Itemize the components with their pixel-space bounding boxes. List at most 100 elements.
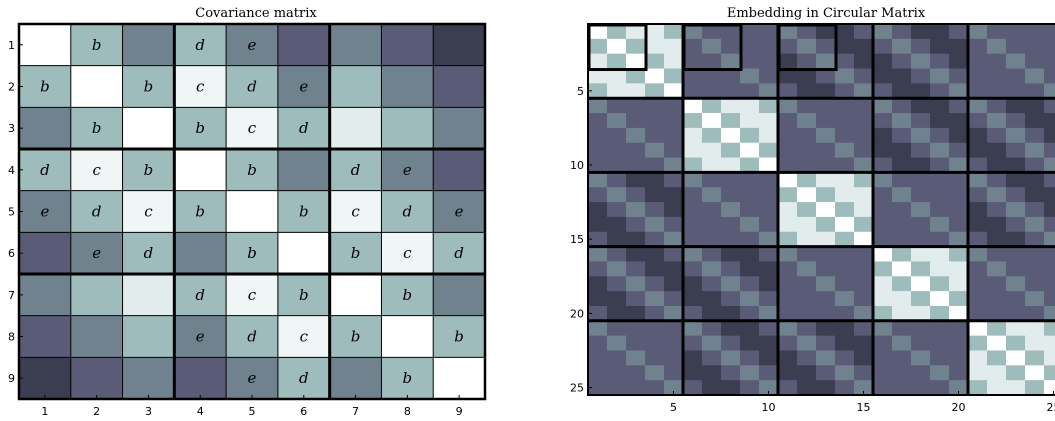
heatmap-cell [664, 246, 684, 262]
heatmap-cell [626, 231, 646, 248]
heatmap-cell [607, 127, 627, 144]
heatmap-cell [683, 291, 703, 307]
heatmap-cell [70, 24, 124, 67]
heatmap-cell [626, 350, 646, 366]
heatmap-cell [930, 172, 950, 188]
heatmap-cell [892, 335, 912, 351]
heatmap-cell [645, 202, 665, 218]
heatmap-cell [664, 231, 684, 248]
heatmap-cell [740, 157, 760, 173]
heatmap-cell [607, 68, 627, 84]
heatmap-cell [721, 98, 741, 114]
heatmap-cell [329, 190, 382, 233]
heatmap-cell [797, 38, 817, 55]
heatmap-cell [721, 320, 741, 337]
heatmap-cell [987, 68, 1007, 84]
heatmap-cell [626, 216, 646, 233]
heatmap-cell [911, 24, 931, 40]
heatmap-cell [664, 335, 684, 351]
heatmap-cell [816, 142, 836, 159]
heatmap-cell [987, 83, 1007, 99]
heatmap-cell [778, 38, 798, 55]
heatmap-cell [968, 24, 988, 40]
heatmap-cell [721, 216, 741, 233]
heatmap-cell [588, 157, 608, 173]
heatmap-cell [1025, 68, 1045, 84]
heatmap-cell [759, 261, 779, 277]
heatmap-cell [759, 157, 779, 173]
heatmap-cell [740, 231, 760, 248]
heatmap-cell [70, 232, 124, 275]
heatmap-cell [702, 320, 722, 337]
heatmap-cell [740, 335, 760, 351]
heatmap-cell [778, 127, 798, 144]
heatmap-cell [683, 157, 703, 173]
heatmap-cell [759, 305, 779, 322]
heatmap-cell [664, 305, 684, 322]
heatmap-cell [892, 68, 912, 84]
heatmap-cell [607, 38, 627, 55]
x-tick-label: 5 [249, 405, 256, 418]
heatmap-cell [892, 246, 912, 262]
heatmap-cell [122, 65, 175, 108]
heatmap-cell [721, 68, 741, 84]
heatmap-cell [911, 246, 931, 262]
heatmap-cell [930, 202, 950, 218]
heatmap-cell [740, 142, 760, 159]
heatmap-cell [987, 127, 1007, 144]
heatmap-cell [759, 291, 779, 307]
heatmap-cell [854, 172, 874, 188]
heatmap-cell [892, 305, 912, 322]
heatmap-cell [816, 231, 836, 248]
heatmap-cell [702, 83, 722, 99]
heatmap-cell [1006, 53, 1026, 70]
heatmap-cell [1044, 202, 1055, 218]
heatmap-cell [816, 187, 836, 203]
heatmap-cell [778, 202, 798, 218]
heatmap-cell [626, 246, 646, 262]
heatmap-cell [949, 38, 969, 55]
y-tick-label: 25 [570, 382, 584, 395]
heatmap-cell [949, 113, 969, 129]
heatmap-cell [702, 98, 722, 114]
heatmap-cell [854, 350, 874, 366]
heatmap-cell [277, 190, 331, 233]
heatmap-cell [645, 187, 665, 203]
heatmap-cell [968, 113, 988, 129]
heatmap-cell [854, 113, 874, 129]
heatmap-cell [930, 98, 950, 114]
heatmap-cell [1044, 365, 1055, 381]
heatmap-cell [588, 320, 608, 337]
heatmap-cell [740, 261, 760, 277]
heatmap-cell [835, 291, 855, 307]
heatmap-cell [949, 24, 969, 40]
heatmap-cell [987, 142, 1007, 159]
heatmap-cell [759, 202, 779, 218]
heatmap-cell [987, 157, 1007, 173]
heatmap-cell [873, 216, 893, 233]
heatmap-cell [721, 113, 741, 129]
heatmap-cell [949, 68, 969, 84]
heatmap-cell [721, 202, 741, 218]
heatmap-cell [721, 172, 741, 188]
heatmap-cell [174, 24, 227, 67]
heatmap-cell [645, 335, 665, 351]
heatmap-cell [70, 315, 124, 358]
heatmap-cell [759, 38, 779, 55]
x-tick-label: 15 [857, 401, 871, 414]
heatmap-cell [381, 190, 434, 233]
heatmap-cell [778, 231, 798, 248]
heatmap-cell [835, 216, 855, 233]
heatmap-cell [607, 24, 627, 40]
cell-label: b [403, 286, 413, 304]
heatmap-cell [1006, 83, 1026, 99]
y-tick-label: 3 [8, 122, 15, 135]
cell-label: e [248, 36, 257, 54]
heatmap-cell [607, 98, 627, 114]
heatmap-cell [911, 261, 931, 277]
heatmap-cell [911, 380, 931, 396]
cell-label: b [247, 244, 257, 262]
heatmap-cell [683, 380, 703, 396]
heatmap-cell [277, 232, 331, 275]
heatmap-cell [835, 305, 855, 322]
